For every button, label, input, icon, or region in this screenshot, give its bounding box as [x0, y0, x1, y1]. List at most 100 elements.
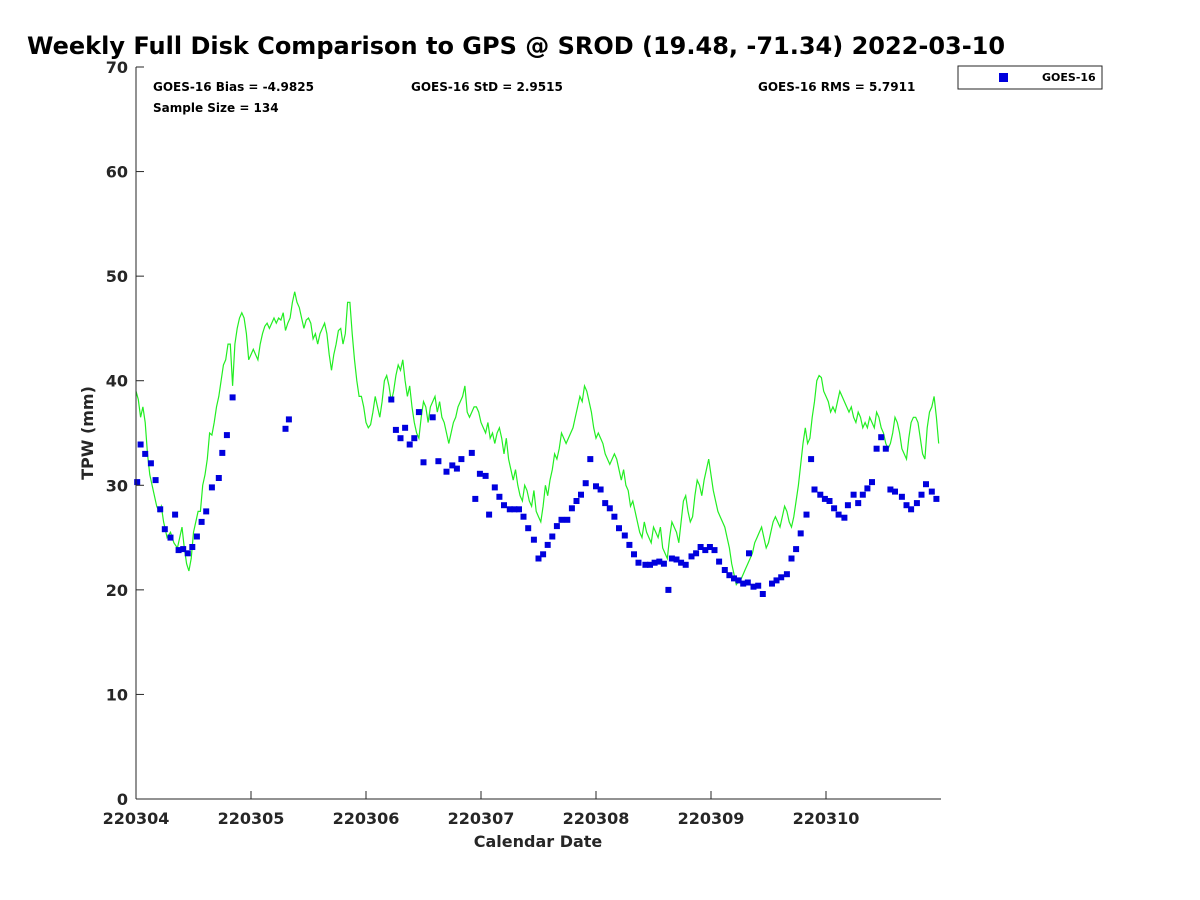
goes-point: [873, 445, 880, 452]
goes-point: [134, 479, 141, 486]
x-axis-label: Calendar Date: [474, 832, 603, 851]
goes-point: [142, 450, 149, 457]
goes-point: [388, 396, 395, 403]
goes-point: [449, 462, 456, 469]
goes-point: [793, 546, 800, 553]
goes-point: [472, 495, 479, 502]
goes-point: [892, 488, 898, 495]
goes-point: [616, 525, 622, 532]
x-tick-label: 220307: [448, 809, 515, 828]
goes-point: [811, 486, 818, 493]
gps-series: [135, 291, 940, 587]
goes-point: [535, 555, 542, 562]
goes-point: [411, 435, 418, 442]
goes-point: [716, 558, 723, 565]
goes-point: [821, 495, 828, 502]
goes-point: [928, 488, 935, 495]
goes-point: [778, 574, 785, 581]
goes-point: [587, 456, 594, 463]
goes-point: [553, 523, 560, 530]
goes-point: [415, 409, 422, 416]
goes-point: [621, 532, 628, 539]
goes-point: [501, 502, 507, 509]
goes-point: [137, 441, 144, 448]
goes-point: [697, 544, 704, 550]
goes-point: [721, 567, 728, 573]
goes-point: [223, 432, 230, 439]
goes-point: [864, 485, 871, 492]
goes-point: [665, 586, 672, 593]
goes-point: [516, 506, 522, 513]
goes-point: [184, 550, 191, 557]
goes-point: [397, 435, 404, 442]
goes-point: [651, 559, 658, 566]
chart-title: Weekly Full Disk Comparison to GPS @ SRO…: [27, 32, 1005, 60]
goes-point: [755, 582, 762, 589]
x-tick-label: 220304: [103, 809, 170, 828]
goes-point: [746, 550, 752, 557]
stat-bias: GOES-16 Bias = -4.9825: [153, 80, 314, 94]
y-axis-label: TPW (mm): [78, 386, 97, 480]
goes-point: [682, 561, 689, 568]
goes-point: [568, 505, 575, 512]
goes-point: [482, 472, 489, 479]
goes-point: [831, 505, 838, 512]
goes-point: [496, 493, 503, 500]
legend-label: GOES-16: [1042, 71, 1096, 84]
goes-point: [161, 526, 168, 533]
legend: GOES-16: [957, 65, 1103, 90]
goes-point: [175, 547, 182, 554]
goes-point: [544, 541, 551, 548]
y-tick-label: 40: [106, 372, 128, 391]
goes-point: [180, 546, 187, 553]
goes-point: [549, 533, 556, 540]
goes-point: [783, 571, 790, 578]
goes-point: [215, 475, 222, 481]
goes-point: [420, 459, 427, 466]
goes-point: [908, 506, 915, 513]
goes-point: [193, 533, 200, 540]
goes-point: [702, 547, 709, 554]
plot-area: [136, 67, 941, 799]
goes-point: [750, 583, 757, 590]
goes-point: [933, 495, 940, 502]
goes-point: [491, 484, 498, 491]
goes-point: [711, 547, 718, 554]
goes-point: [688, 553, 695, 560]
goes-point: [850, 491, 857, 498]
y-tick-label: 10: [106, 685, 128, 704]
goes-point: [582, 480, 589, 487]
goes-point: [642, 561, 649, 568]
goes-point: [769, 580, 775, 587]
x-tick-label: 220306: [333, 809, 400, 828]
goes-point: [578, 491, 584, 498]
goes-point: [841, 514, 848, 521]
goes-point: [744, 579, 751, 586]
x-tick-label: 220308: [563, 809, 630, 828]
goes-point: [869, 479, 875, 486]
goes-point: [511, 506, 518, 513]
x-ticks: 220304 220305 220306 220307 220308 220309 2203…: [103, 791, 860, 828]
goes-point: [923, 481, 929, 488]
goes-point: [678, 559, 685, 566]
goes-point: [540, 551, 547, 558]
goes-point: [740, 580, 747, 587]
x-tick-label: 220310: [793, 809, 860, 828]
goes-point: [506, 506, 513, 513]
x-tick-label: 220309: [678, 809, 745, 828]
y-tick-label: 50: [106, 267, 128, 286]
goes-point: [203, 508, 210, 515]
goes-point: [887, 486, 894, 493]
legend-marker: [999, 73, 1008, 82]
goes-point: [726, 572, 733, 579]
goes-point: [593, 483, 599, 490]
goes-point: [525, 525, 532, 532]
goes-point: [673, 556, 680, 563]
legend-box: [957, 65, 1103, 90]
goes-point: [285, 416, 292, 423]
goes-point: [147, 460, 154, 467]
goes-series: [134, 394, 940, 597]
goes-point: [443, 468, 450, 475]
goes-point: [606, 505, 613, 512]
